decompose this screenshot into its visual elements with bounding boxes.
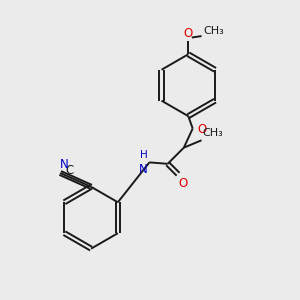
Text: CH₃: CH₃ [203,26,224,36]
Text: N: N [60,158,69,171]
Text: N: N [139,163,148,176]
Text: CH₃: CH₃ [202,128,223,138]
Text: O: O [197,123,206,136]
Text: H: H [140,150,148,160]
Text: O: O [184,27,193,40]
Text: C: C [65,164,74,177]
Text: O: O [179,177,188,190]
